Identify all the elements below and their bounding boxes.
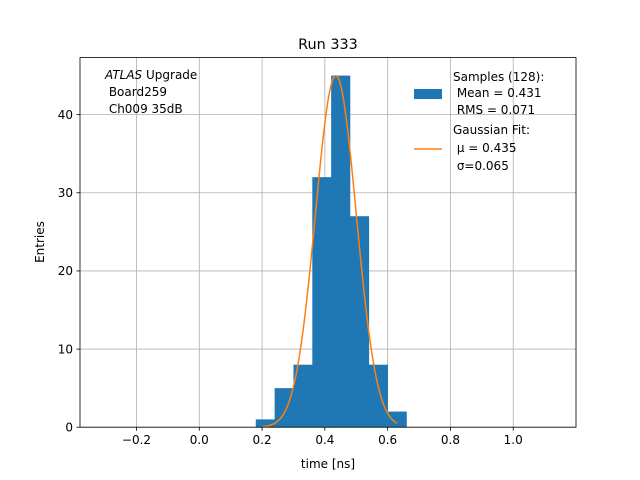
histogram-bar (312, 177, 332, 428)
histogram-bar (293, 364, 313, 428)
x-axis-ticks: −0.2 0.0 0.2 0.4 0.6 0.8 1.0 (122, 427, 523, 447)
legend-samples-line-2: Mean = 0.431 (453, 86, 542, 100)
legend-fit-line-2: μ = 0.435 (453, 141, 517, 155)
legend-samples-swatch (414, 89, 442, 99)
gaussian-fit (262, 74, 398, 428)
annotation-line-3: Ch009 35dB (105, 102, 183, 116)
chart-title: Run 333 (298, 37, 358, 53)
y-tick-label: 0 (65, 421, 73, 435)
atlas-label: ATLAS (104, 68, 143, 82)
y-tick-label: 20 (58, 264, 73, 278)
x-tick-label: 0.8 (441, 433, 460, 447)
annotation-line-2: Board259 (105, 85, 167, 99)
x-tick-label: 0.2 (253, 433, 272, 447)
y-tick-label: 30 (58, 186, 73, 200)
gaussian-fit-curve (262, 74, 398, 428)
y-tick-label: 10 (58, 342, 73, 356)
plot-frame (79, 57, 577, 428)
histogram-bar (368, 364, 388, 428)
y-axis-ticks: 0 10 20 30 40 (58, 108, 80, 435)
annotation-upgrade: Upgrade (142, 68, 197, 82)
x-tick-label: −0.2 (122, 433, 151, 447)
x-axis-label: time [ns] (301, 457, 355, 471)
annotation-box: ATLAS Upgrade Board259 Ch009 35dB (104, 68, 197, 116)
legend-samples-line-3: RMS = 0.071 (453, 103, 535, 117)
histogram-bar (387, 411, 407, 428)
x-tick-label: 0.0 (190, 433, 209, 447)
histogram-bar (349, 216, 370, 428)
histogram-bars (255, 75, 407, 428)
x-tick-label: 0.6 (378, 433, 397, 447)
legend-fit-line-3: σ=0.065 (453, 159, 509, 173)
y-axis-label: Entries (33, 221, 47, 263)
histogram-bar (255, 419, 275, 428)
legend-fit-line-1: Gaussian Fit: (453, 123, 530, 137)
x-tick-label: 0.4 (315, 433, 334, 447)
legend-samples-line-1: Samples (128): (453, 70, 544, 84)
x-tick-label: 1.0 (504, 433, 523, 447)
y-tick-label: 40 (58, 108, 73, 122)
histogram-bar (331, 75, 351, 428)
histogram-bar (274, 388, 294, 428)
legend: Samples (128): Mean = 0.431 RMS = 0.071 … (414, 70, 544, 173)
annotation-line-1: ATLAS Upgrade (104, 68, 197, 82)
